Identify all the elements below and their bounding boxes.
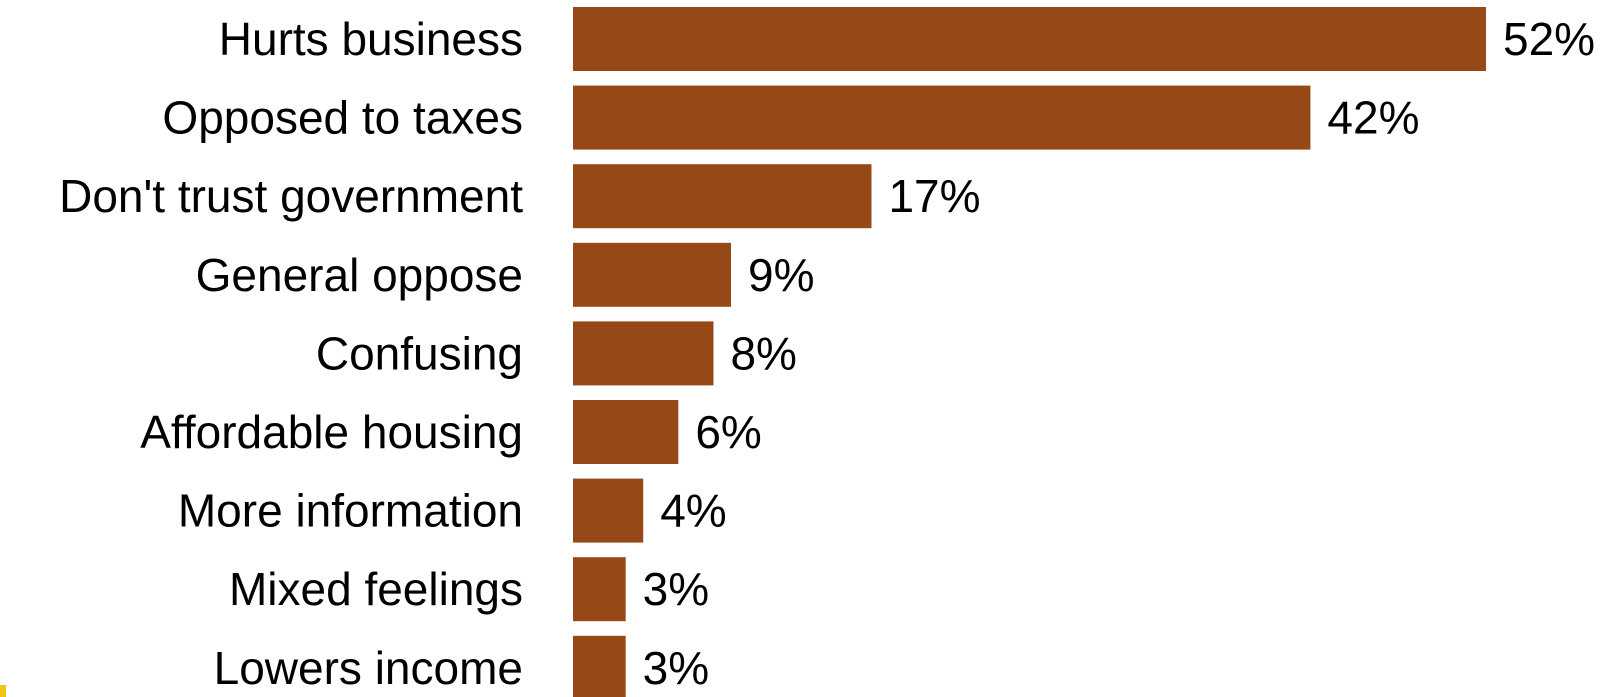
value-label: 8%	[730, 327, 796, 379]
value-label: 9%	[748, 249, 814, 301]
category-label: General oppose	[196, 249, 523, 301]
bar	[573, 478, 644, 543]
bar	[573, 557, 626, 622]
bar	[573, 7, 1486, 71]
category-label: Mixed feelings	[229, 563, 523, 615]
bar	[573, 242, 732, 307]
value-label: 52%	[1503, 13, 1595, 65]
category-label: Confusing	[316, 327, 523, 379]
value-label: 4%	[660, 485, 726, 537]
bar	[573, 164, 872, 229]
value-label: 42%	[1327, 92, 1419, 144]
corner-accent-mark	[0, 685, 6, 697]
bar	[573, 321, 714, 386]
value-labels: 52% 42% 17% 9% 8% 6% 4% 3% 3%	[643, 13, 1595, 694]
value-label: 3%	[643, 642, 709, 694]
category-label: Hurts business	[219, 13, 523, 65]
bars	[573, 7, 1486, 697]
bar	[573, 400, 679, 464]
value-label: 3%	[643, 563, 709, 615]
bar	[573, 85, 1311, 150]
bar	[573, 635, 626, 697]
category-label: Don't trust government	[59, 170, 523, 222]
value-label: 17%	[888, 170, 980, 222]
category-label: More information	[178, 485, 523, 537]
category-label: Opposed to taxes	[162, 92, 523, 144]
category-label: Affordable housing	[140, 406, 523, 458]
value-label: 6%	[695, 406, 761, 458]
category-labels: Hurts business Opposed to taxes Don't trus…	[59, 13, 523, 694]
category-label: Lowers income	[214, 642, 523, 694]
